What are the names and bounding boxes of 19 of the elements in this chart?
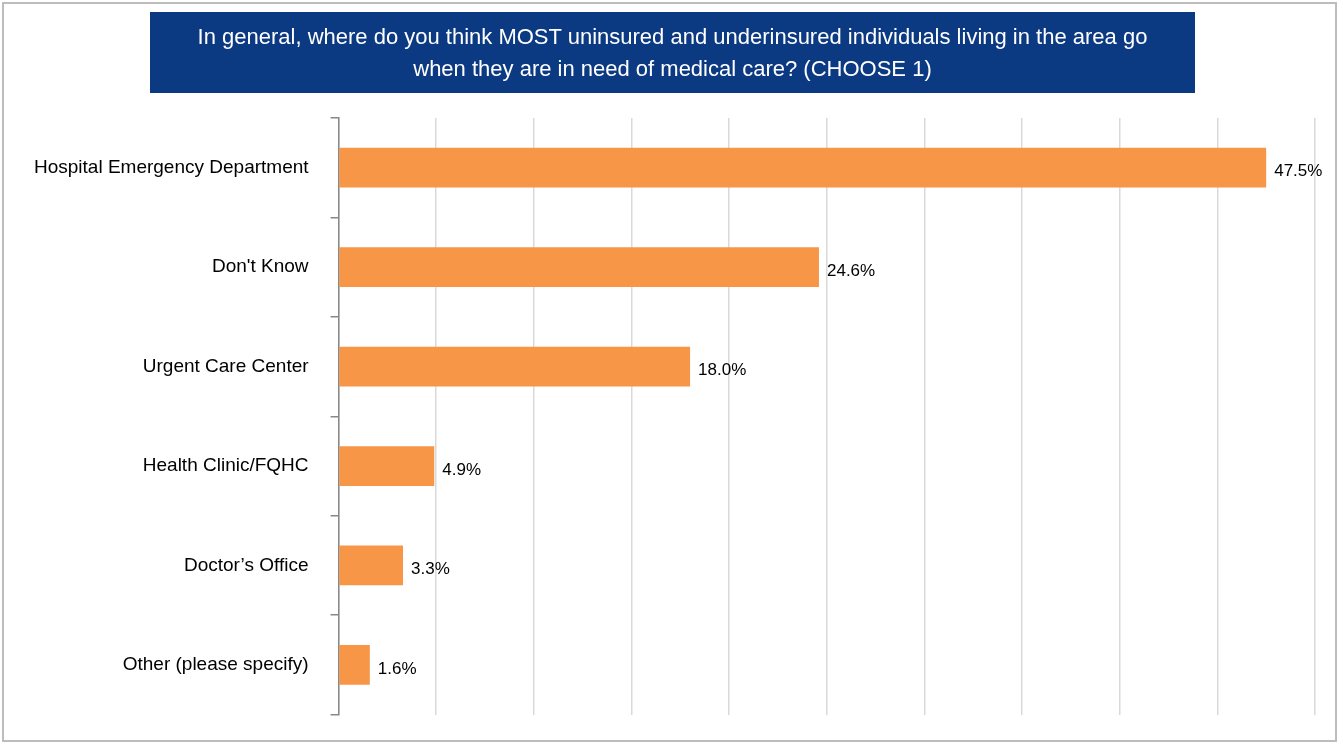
y-tick-label: Don't Know: [211, 255, 309, 277]
bar: [339, 346, 691, 387]
bar: [339, 446, 435, 486]
data-label: 47.5%: [1274, 161, 1323, 181]
data-label: 18.0%: [698, 360, 747, 380]
y-tick-label: Doctor’s Office: [183, 553, 309, 575]
data-label: 24.6%: [826, 260, 876, 280]
chart-title: In general, where do you think MOST uninsured and underinsured individuals living in the area go when they are in need of medical care? (CHOOSE 1): [150, 12, 1195, 93]
y-tick-label: Urgent Care Center: [142, 354, 310, 376]
bar: [339, 247, 819, 288]
data-label: 1.6%: [377, 658, 417, 678]
bar: [339, 645, 370, 685]
data-label: 3.3%: [411, 559, 450, 579]
y-tick-label: Other (please specify): [122, 653, 309, 675]
bar: [339, 147, 1267, 188]
bar: [339, 545, 404, 586]
y-tick-label: Hospital Emergency Department: [33, 155, 310, 177]
y-tick-label: Health Clinic/FQHC: [142, 454, 309, 476]
data-label: 4.9%: [442, 459, 481, 479]
